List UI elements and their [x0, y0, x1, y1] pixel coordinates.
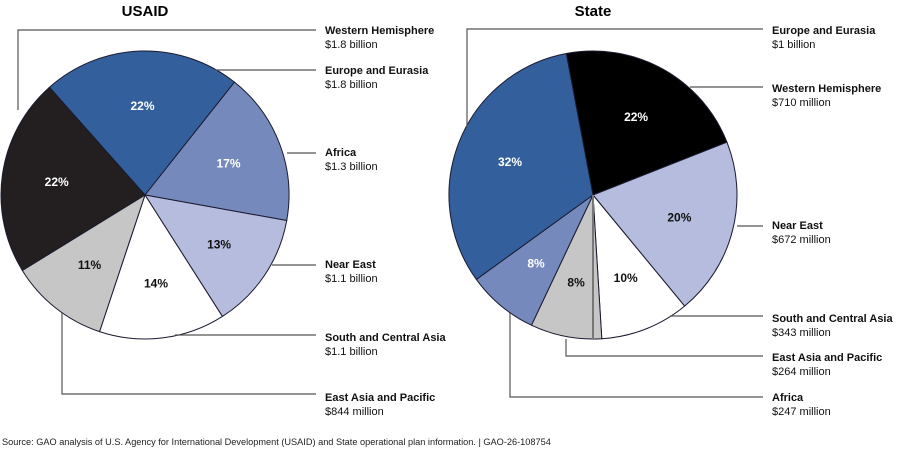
usaid-percent-label-europe-and-eurasia: 22% [130, 99, 154, 113]
usaid-label-amount-near-east: $1.1 billion [325, 273, 378, 285]
usaid-leader-lines [17, 29, 316, 395]
usaid-slices [0, 50, 290, 340]
state-label-amount-near-east: $672 million [772, 234, 831, 246]
usaid-label-amount-east-asia-and-pacific: $844 million [325, 406, 384, 418]
state-label-amount-europe-and-eurasia: $1 billion [772, 39, 815, 51]
usaid-slice-western-hemisphere [0, 86, 146, 272]
state-slice-europe-and-eurasia [448, 52, 594, 281]
state-leader-line-africa [509, 313, 763, 398]
usaid-slice-africa [144, 81, 290, 222]
state-slice-western-hemisphere [565, 50, 728, 196]
state-leader-line-europe-and-eurasia [466, 28, 763, 128]
usaid-percent-label-africa: 17% [216, 157, 240, 171]
usaid-label-amount-western-hemisphere: $1.8 billion [325, 39, 378, 51]
state-label-name-africa: Africa [772, 392, 804, 404]
state-percent-label-south-and-central-asia: 10% [614, 271, 638, 285]
usaid-label-name-africa: Africa [325, 147, 357, 159]
state-leader-line-east-asia-and-pacific [565, 339, 763, 357]
state-label-name-near-east: Near East [772, 220, 823, 232]
usaid-label-amount-africa: $1.3 billion [325, 161, 378, 173]
state-label-amount-western-hemisphere: $710 million [772, 97, 831, 109]
usaid-slice-near-east [143, 194, 288, 318]
usaid-slice-east-asia-and-pacific [21, 193, 146, 333]
usaid-label-name-near-east: Near East [325, 259, 376, 271]
state-percent-label-africa: 8% [527, 257, 545, 271]
usaid-leader-line-western-hemisphere [17, 29, 316, 110]
usaid-percent-label-east-asia-and-pacific: 11% [78, 258, 102, 272]
state-label-name-western-hemisphere: Western Hemisphere [772, 83, 881, 95]
source-note: Source: GAO analysis of U.S. Agency for … [2, 437, 551, 447]
state-leader-lines [466, 28, 763, 398]
usaid-percent-label-south-and-central-asia: 14% [144, 277, 168, 291]
state-slice-south-and-central-asia [592, 193, 686, 340]
usaid-label-amount-south-and-central-asia: $1.1 billion [325, 346, 378, 358]
state-percent-label-east-asia-and-pacific: 8% [567, 276, 585, 290]
usaid-slice-south-and-central-asia [98, 193, 224, 340]
state-label-amount-africa: $247 million [772, 406, 831, 418]
usaid-label-name-europe-and-eurasia: Europe and Eurasia [325, 65, 429, 77]
usaid-pie-chart: USAID 22% 17% 13% 14% 11% 22% Europe and Euras… [0, 3, 447, 418]
state-label-amount-east-asia-and-pacific: $264 million [772, 366, 831, 378]
usaid-leader-line-east-asia-and-pacific [61, 313, 316, 395]
state-labels: 22% 20% 10% 8% 8% 32% Western Hemisphere $710 m… [498, 25, 894, 418]
usaid-labels: 22% 17% 13% 14% 11% 22% Europe and Eurasia $1.8… [45, 25, 447, 418]
state-label-name-east-asia-and-pacific: East Asia and Pacific [772, 352, 882, 364]
state-pie-chart: State 22% 20% 10% 8% 8% 32% Western Hemisphere… [448, 3, 894, 418]
state-slice-near-east [592, 141, 738, 307]
state-percent-label-near-east: 20% [667, 210, 691, 224]
usaid-label-name-western-hemisphere: Western Hemisphere [325, 25, 434, 37]
usaid-label-name-east-asia-and-pacific: East Asia and Pacific [325, 392, 435, 404]
state-label-amount-south-and-central-asia: $343 million [772, 327, 831, 339]
state-percent-label-western-hemisphere: 22% [624, 110, 648, 124]
state-slices [448, 50, 738, 340]
usaid-percent-label-western-hemisphere: 22% [45, 175, 69, 189]
usaid-chart-title: USAID [122, 3, 169, 20]
usaid-label-amount-europe-and-eurasia: $1.8 billion [325, 79, 378, 91]
usaid-label-name-south-and-central-asia: South and Central Asia [325, 332, 446, 344]
state-label-name-europe-and-eurasia: Europe and Eurasia [772, 25, 876, 37]
usaid-percent-label-near-east: 13% [207, 238, 231, 252]
state-chart-title: State [575, 3, 612, 20]
state-label-name-south-and-central-asia: South and Central Asia [772, 313, 893, 325]
state-percent-label-europe-and-eurasia: 32% [498, 155, 522, 169]
